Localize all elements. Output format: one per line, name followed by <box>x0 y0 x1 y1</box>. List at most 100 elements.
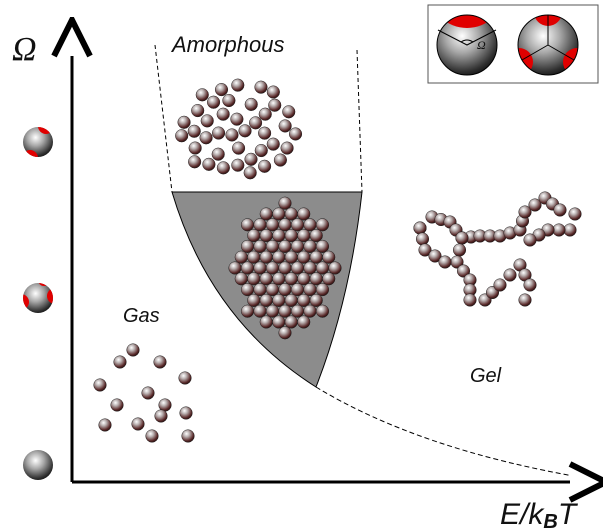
particle <box>217 162 230 175</box>
x-label-sub: B <box>543 511 557 531</box>
particle <box>291 262 304 275</box>
particle <box>279 219 292 232</box>
particle <box>289 128 302 141</box>
particle <box>247 251 260 264</box>
particle <box>247 273 260 286</box>
region-label: Amorphous <box>170 32 285 57</box>
particle <box>279 327 292 340</box>
particle <box>254 305 267 318</box>
particle <box>200 131 213 144</box>
particle <box>564 224 577 237</box>
particle <box>316 219 329 232</box>
particle <box>249 117 262 130</box>
particle <box>453 244 466 257</box>
particle <box>239 125 252 138</box>
particle <box>297 229 310 242</box>
y-axis-label: Ω <box>12 31 37 68</box>
particle <box>291 240 304 253</box>
particle <box>439 256 452 269</box>
particle <box>310 229 323 242</box>
particle <box>241 262 254 275</box>
particle <box>553 224 566 237</box>
particle <box>266 283 279 296</box>
particle <box>274 154 287 167</box>
particle <box>524 279 537 292</box>
particle <box>272 251 285 264</box>
particle <box>519 294 532 307</box>
particle <box>260 251 273 264</box>
particle <box>99 419 112 432</box>
particle <box>258 127 271 140</box>
particle <box>231 79 244 92</box>
particle <box>175 129 188 142</box>
particle <box>179 372 192 385</box>
patch <box>13 294 29 310</box>
particle <box>297 294 310 307</box>
particle <box>268 99 281 112</box>
boundary <box>357 50 362 192</box>
boundary <box>155 45 172 192</box>
particle <box>154 356 167 369</box>
particle <box>247 229 260 242</box>
particle <box>266 240 279 253</box>
particle <box>155 410 168 423</box>
particle <box>304 262 317 275</box>
particle <box>297 251 310 264</box>
particle <box>260 316 273 329</box>
particle <box>266 305 279 318</box>
particle <box>254 262 267 275</box>
particle <box>416 233 429 246</box>
particle <box>322 273 335 286</box>
particle <box>329 262 342 275</box>
region-label: Gas <box>123 305 160 327</box>
particle <box>212 127 225 140</box>
particle <box>207 96 220 109</box>
particle <box>291 283 304 296</box>
particle <box>245 153 258 166</box>
particle <box>232 159 245 172</box>
particle <box>94 379 107 392</box>
particle <box>414 222 427 235</box>
particle <box>297 316 310 329</box>
particle <box>304 240 317 253</box>
particle <box>316 305 329 318</box>
particle <box>260 229 273 242</box>
particle <box>180 407 193 420</box>
particle <box>259 108 272 121</box>
inset-angle-label: Ω <box>477 38 486 52</box>
particle <box>235 273 248 286</box>
particle <box>272 294 285 307</box>
particle <box>245 98 258 111</box>
particle <box>304 283 317 296</box>
particle <box>255 81 268 94</box>
particle <box>297 273 310 286</box>
particle <box>235 251 248 264</box>
patch <box>47 288 63 304</box>
patch <box>38 274 50 286</box>
particle <box>524 234 537 247</box>
particle <box>254 283 267 296</box>
particle <box>241 219 254 232</box>
particle <box>281 142 294 155</box>
particle <box>282 106 295 119</box>
particle <box>189 142 202 155</box>
particle <box>254 240 267 253</box>
particle <box>322 251 335 264</box>
particle <box>285 208 298 221</box>
particle <box>241 283 254 296</box>
particle <box>132 418 145 431</box>
patch-sphere <box>22 118 54 166</box>
particle <box>310 251 323 264</box>
particle <box>272 316 285 329</box>
x-axis-label: E/kBT <box>500 498 579 531</box>
particle <box>231 113 244 126</box>
particle <box>279 120 292 133</box>
boundary <box>316 387 585 478</box>
particle <box>267 138 280 151</box>
region-label: Gel <box>470 365 502 387</box>
particle <box>267 86 280 99</box>
particle <box>310 273 323 286</box>
patch <box>22 150 38 166</box>
particle <box>494 279 507 292</box>
particle <box>247 294 260 307</box>
